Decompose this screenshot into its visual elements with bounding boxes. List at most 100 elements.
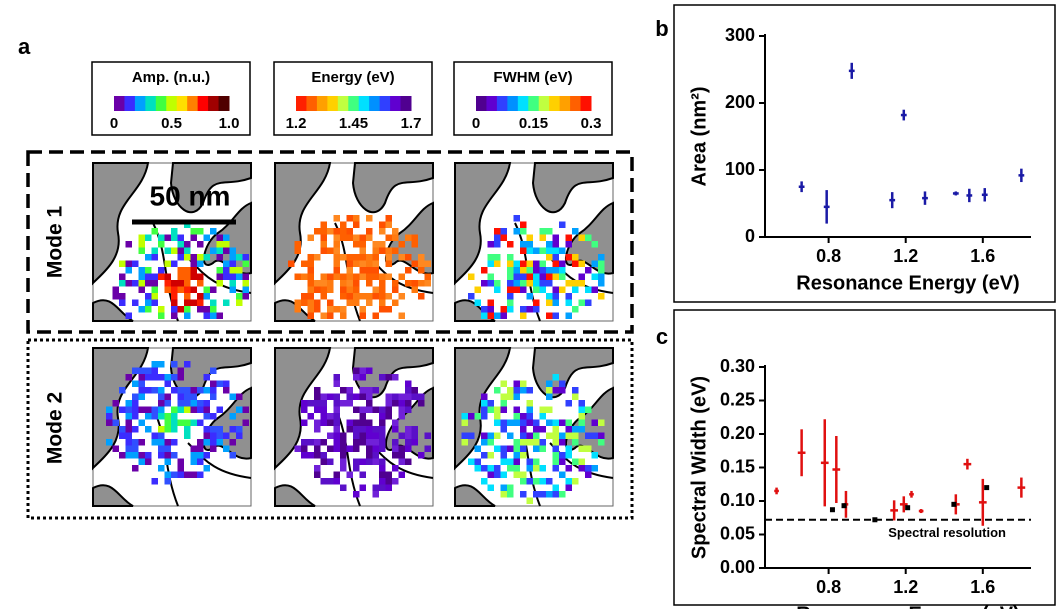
map-pixel	[333, 254, 340, 261]
map-pixel	[307, 273, 314, 280]
map-pixel	[184, 273, 191, 280]
map-pixel	[379, 221, 386, 228]
map-pixel	[546, 280, 553, 287]
colorbar-tick-label: 0	[110, 115, 118, 132]
map-pixel	[125, 374, 132, 381]
map-pixel	[578, 299, 585, 306]
map-pixel	[385, 221, 392, 228]
map-pixel	[494, 465, 501, 472]
map-pixel	[320, 293, 327, 300]
map-pixel	[346, 234, 353, 241]
map-pixel	[177, 280, 184, 287]
panel-label: a	[18, 34, 31, 59]
map-pixel	[164, 380, 171, 387]
map-pixel	[171, 413, 178, 420]
map-pixel	[487, 254, 494, 261]
map-pixel	[398, 458, 405, 465]
map-pixel	[520, 491, 527, 498]
map-pixel	[546, 406, 553, 413]
map-pixel	[539, 406, 546, 413]
map-pixel	[145, 413, 152, 420]
map-pixel	[177, 393, 184, 400]
point	[872, 517, 878, 523]
map-pixel	[236, 299, 243, 306]
map-pixel	[598, 273, 605, 280]
map-pixel	[461, 419, 468, 426]
map-pixel	[203, 400, 210, 407]
map-pixel	[507, 484, 514, 491]
map-pixel	[340, 452, 347, 459]
colorbar-swatch	[390, 96, 402, 111]
map-pixel	[494, 254, 501, 261]
map-pixel	[539, 234, 546, 241]
map-pixel	[190, 387, 197, 394]
map-pixel	[468, 432, 475, 439]
map-pixel	[385, 400, 392, 407]
map-pixel	[151, 299, 158, 306]
map-pixel	[138, 387, 145, 394]
map-pixel	[552, 293, 559, 300]
map-pixel	[151, 293, 158, 300]
map-pixel	[151, 286, 158, 293]
map-pixel	[301, 299, 308, 306]
map-pixel	[366, 260, 373, 267]
map-pixel	[513, 273, 520, 280]
map-pixel	[145, 426, 152, 433]
map-pixel	[385, 413, 392, 420]
colorbar-swatch	[348, 96, 360, 111]
map-pixel	[106, 419, 113, 426]
map-pixel	[320, 280, 327, 287]
map-pixel	[572, 254, 579, 261]
map-pixel	[171, 299, 178, 306]
map-pixel	[132, 393, 139, 400]
map-region	[454, 484, 496, 507]
map-pixel	[171, 361, 178, 368]
map-pixel	[229, 260, 236, 267]
map-pixel	[190, 267, 197, 274]
map-pixel	[346, 393, 353, 400]
map-pixel	[359, 406, 366, 413]
map-pixel	[327, 312, 334, 319]
map-pixel	[177, 247, 184, 254]
map-pixel	[158, 432, 165, 439]
map-pixel	[591, 286, 598, 293]
map-pixel	[340, 234, 347, 241]
map-pixel	[216, 280, 223, 287]
map-pixel	[546, 491, 553, 498]
map-pixel	[203, 234, 210, 241]
map-pixel	[533, 267, 540, 274]
map-pixel	[353, 426, 360, 433]
map-pixel	[366, 254, 373, 261]
map-pixel	[565, 432, 572, 439]
map-pixel	[197, 260, 204, 267]
map-pixel	[520, 452, 527, 459]
map-pixel	[379, 439, 386, 446]
map-pixel	[340, 458, 347, 465]
map-pixel	[526, 413, 533, 420]
map-pixel	[203, 452, 210, 459]
colorbar-title: Amp. (n.u.)	[132, 69, 210, 86]
map-pixel	[119, 273, 126, 280]
map-pixel	[314, 471, 321, 478]
map-pixel	[398, 445, 405, 452]
map-pixel	[184, 254, 191, 261]
map-pixel	[333, 267, 340, 274]
map-pixel	[138, 241, 145, 248]
map-pixel	[366, 452, 373, 459]
map-pixel	[151, 387, 158, 394]
colorbar-frame	[91, 61, 251, 136]
map-pixel	[184, 426, 191, 433]
map-pixel	[366, 387, 373, 394]
colorbar-tick-label: 0	[472, 115, 480, 132]
map-pixel	[598, 267, 605, 274]
map-pixel	[294, 273, 301, 280]
map-pixel	[112, 293, 119, 300]
map-pixel	[500, 393, 507, 400]
map-pixel	[197, 445, 204, 452]
y-tick-label: 0.05	[720, 523, 755, 543]
map-pixel	[164, 419, 171, 426]
map-pixel	[119, 387, 126, 394]
map-pixel	[411, 432, 418, 439]
map-pixel	[307, 312, 314, 319]
map-pixel	[487, 432, 494, 439]
